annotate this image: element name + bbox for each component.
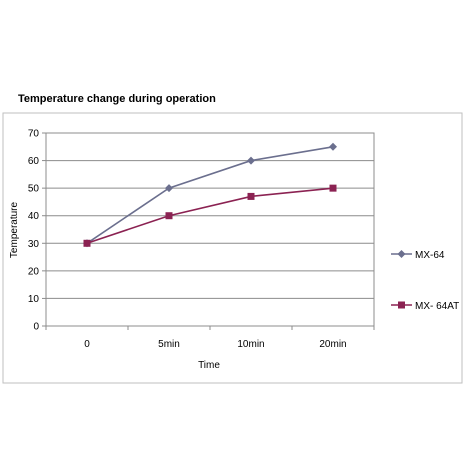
gridlines	[46, 132, 374, 299]
legend-label: MX- 64AT	[415, 301, 459, 312]
data-point	[329, 142, 337, 151]
chart-title: Temperature change during operation	[18, 93, 216, 105]
x-tick-label: 0	[84, 339, 90, 350]
y-axis-ticks: 0 10 20 30 40 50 60 70	[28, 129, 46, 333]
data-point	[83, 239, 91, 247]
y-tick-label: 50	[28, 184, 40, 195]
legend: MX-64 MX- 64AT	[391, 250, 459, 312]
data-point	[329, 184, 337, 192]
data-point	[247, 192, 255, 200]
y-tick-label: 0	[33, 322, 39, 333]
y-tick-label: 20	[28, 266, 40, 277]
y-tick-label: 70	[28, 129, 40, 140]
legend-marker	[398, 301, 405, 309]
data-point	[165, 184, 173, 193]
data-point	[247, 156, 255, 165]
series-line	[86, 145, 334, 244]
data-point	[165, 212, 173, 220]
y-tick-label: 40	[28, 211, 40, 222]
x-axis-ticks: 0 5min 10min 20min	[45, 326, 375, 350]
x-axis-label: Time	[198, 360, 220, 371]
y-axis-label: Temperature	[9, 201, 20, 258]
y-tick-label: 60	[28, 156, 40, 167]
y-tick-label: 10	[28, 294, 40, 305]
y-tick-label: 30	[28, 239, 40, 250]
x-tick-label: 5min	[158, 339, 180, 350]
x-tick-label: 10min	[237, 339, 264, 350]
series-group	[83, 142, 337, 248]
legend-label: MX-64	[415, 250, 445, 261]
series-line	[86, 187, 334, 245]
legend-marker	[397, 250, 406, 258]
chart-area-border	[2, 112, 463, 384]
x-tick-label: 20min	[319, 339, 346, 350]
